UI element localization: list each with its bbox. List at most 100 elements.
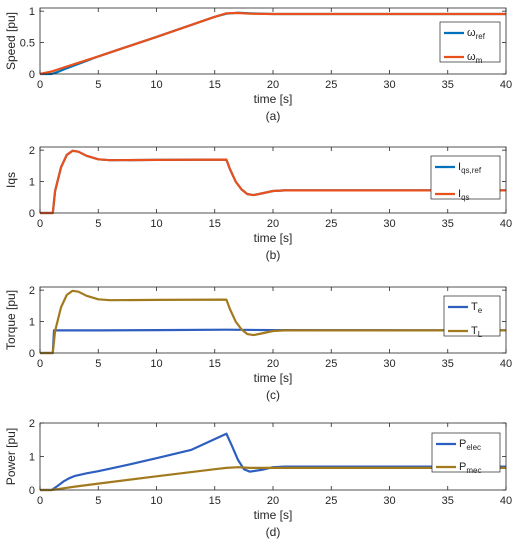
axes-box (39, 422, 507, 491)
legend-entry-1: ωref (467, 27, 486, 41)
y-axis-label: Speed [pu] (4, 12, 18, 70)
legend-name: ω (467, 51, 476, 63)
panel-caption: (c) (266, 388, 280, 402)
panel-caption: (a) (266, 109, 281, 123)
y-tick-label: 2 (29, 418, 35, 430)
axes-box (39, 146, 507, 214)
x-axis-label: time [s] (254, 92, 293, 106)
legend-subscript: e (478, 306, 483, 315)
x-tick-label: 0 (37, 79, 43, 91)
chart-panel-4: 0 5 10 15 20 25 30 35 40 0 1 2 time [s] Power [pu] (d)… (4, 418, 512, 539)
legend-entry-2: ωm (467, 51, 483, 65)
x-tick-label: 40 (500, 495, 512, 507)
x-tick-label: 40 (500, 79, 512, 91)
x-tick-label: 5 (95, 218, 101, 230)
x-tick-label: 5 (95, 358, 101, 370)
legend-subscript: ref (476, 32, 486, 41)
y-tick-label: 1 (29, 317, 35, 329)
x-tick-label: 25 (325, 358, 337, 370)
legend-box (443, 295, 501, 337)
legend-box (430, 155, 501, 200)
x-tick-label: 30 (383, 495, 395, 507)
x-tick-label: 20 (267, 79, 279, 91)
y-tick-label: 1 (29, 177, 35, 189)
x-tick-label: 30 (383, 358, 395, 370)
x-tick-label: 10 (150, 495, 162, 507)
series-line-2 (40, 466, 506, 492)
y-axis-label: Power [pu] (4, 428, 18, 485)
y-tick-label: 0.5 (20, 38, 35, 50)
x-tick-label: 10 (150, 358, 162, 370)
x-tick-label: 35 (442, 495, 454, 507)
x-tick-label: 5 (95, 79, 101, 91)
y-tick-label: 2 (29, 145, 35, 157)
legend-entry-1: Iqs,ref (458, 161, 482, 175)
x-tick-label: 30 (383, 79, 395, 91)
plot-area (40, 147, 506, 213)
x-tick-label: 35 (442, 79, 454, 91)
y-tick-label: 0 (29, 348, 35, 360)
legend-name: P (459, 438, 466, 450)
legend-entry-2: TL (471, 325, 483, 339)
x-tick-label: 20 (267, 495, 279, 507)
legend-box (431, 432, 501, 473)
axes-box (39, 7, 507, 75)
legend-name: T (471, 301, 478, 313)
x-tick-label: 5 (95, 495, 101, 507)
axes-box (39, 286, 507, 354)
legend-subscript: mec (466, 466, 481, 475)
y-tick-label: 1 (29, 6, 35, 18)
x-tick-label: 35 (442, 358, 454, 370)
series-line-1 (40, 432, 506, 492)
panel-caption: (b) (266, 248, 281, 262)
x-tick-label: 40 (500, 358, 512, 370)
series-line-2 (39, 11, 506, 76)
x-axis-label: time [s] (254, 371, 293, 385)
chart-panel-2: 0 5 10 15 20 25 30 35 40 0 1 2 time [s] Iqs (b) Iqs,ref… (4, 145, 512, 262)
legend-subscript: qs (461, 193, 469, 202)
legend-name: P (459, 461, 466, 473)
x-tick-label: 15 (209, 358, 221, 370)
x-tick-label: 0 (37, 358, 43, 370)
x-tick-label: 40 (500, 218, 512, 230)
x-tick-label: 15 (209, 495, 221, 507)
legend-subscript: elec (466, 443, 481, 452)
chart-panel-3: 0 5 10 15 20 25 30 35 40 0 1 2 time [s] Torque [pu] (c… (4, 285, 512, 402)
y-tick-label: 1 (29, 452, 35, 464)
x-tick-label: 0 (37, 218, 43, 230)
legend-subscript: m (476, 56, 483, 65)
y-axis-label: Torque [pu] (4, 290, 18, 350)
x-tick-label: 35 (442, 218, 454, 230)
legend-name: I (458, 161, 461, 173)
legend-name: ω (467, 27, 476, 39)
y-tick-label: 0 (29, 208, 35, 220)
legend-entry-1: Te (471, 301, 483, 315)
x-tick-label: 15 (209, 218, 221, 230)
y-tick-label: 0 (29, 69, 35, 81)
legend-name: T (471, 325, 478, 337)
legend-subscript: L (478, 330, 483, 339)
x-tick-label: 25 (325, 79, 337, 91)
legend-name: I (458, 188, 461, 200)
x-tick-label: 25 (325, 495, 337, 507)
y-tick-label: 0 (29, 485, 35, 497)
legend-entry-1: Pelec (459, 438, 481, 452)
legend-entry-2: Pmec (459, 461, 481, 475)
x-tick-label: 0 (37, 495, 43, 507)
series-line-2 (40, 289, 506, 355)
x-tick-label: 20 (267, 218, 279, 230)
x-tick-label: 15 (209, 79, 221, 91)
x-tick-label: 30 (383, 218, 395, 230)
series-line-2 (40, 149, 506, 215)
x-tick-label: 20 (267, 358, 279, 370)
x-tick-label: 25 (325, 218, 337, 230)
legend-entry-2: Iqs (458, 188, 470, 202)
x-tick-label: 10 (150, 218, 162, 230)
plot-area (40, 287, 506, 353)
chart-panel-1: 0 5 10 15 20 25 30 35 40 0 0.5 1 time [s] Speed [pu] (… (4, 6, 512, 123)
